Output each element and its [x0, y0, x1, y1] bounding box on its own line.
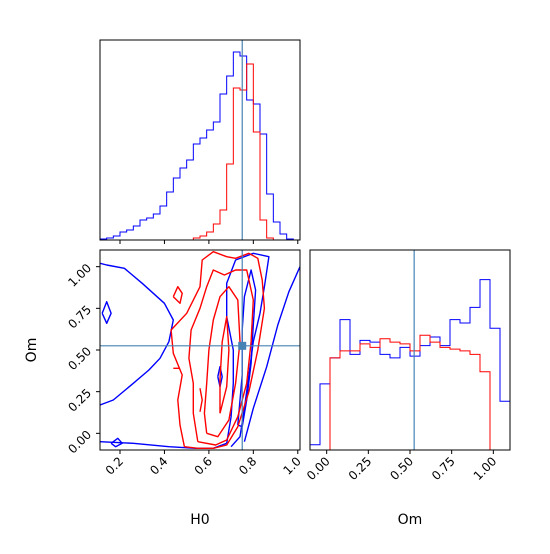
- contour-series-1-level-6: [101, 301, 112, 324]
- contour-y-tick-label-3: 0.50: [65, 344, 94, 373]
- contour-y-tick-label-5: 1.00: [65, 261, 94, 290]
- panel-om-histogram: 0.00 0.25 0.50 0.75 1.00 Om: [304, 249, 511, 528]
- contour-series-1-level-3: [226, 252, 270, 448]
- contour-series-1-level-1: [100, 262, 174, 406]
- contour-y-tick-label-2: 0.25: [65, 386, 94, 415]
- om-hist-x-tick-label-1: 0.00: [304, 454, 333, 483]
- contour-y-tick-label-4: 0.75: [65, 303, 94, 332]
- contour-series-2-level-5: [172, 286, 183, 304]
- om-hist-x-tick-label-2: 0.25: [346, 454, 375, 483]
- contour-series-2-level-3: [203, 286, 241, 438]
- panel-h0-om-contour: 0.2 0.4 0.6 0.8 1.0 0.00 0.25 0.50 0.75 1.00 H0 O…: [24, 249, 304, 528]
- panel-h0-histogram-frame: [99, 39, 301, 241]
- contour-x-tick-label-4: 0.8: [236, 454, 259, 477]
- contour-truth-marker: [238, 341, 247, 350]
- contour-x-tick-label-1: 0.2: [103, 454, 126, 477]
- om-hist-series-2-step: [310, 334, 510, 450]
- h0-hist-series-1-step: [100, 51, 300, 240]
- y-axis-label-om: Om: [24, 338, 40, 363]
- contour-series-1-level-8: [217, 366, 223, 388]
- contour-y-tick-label-1: 0.00: [65, 428, 94, 457]
- x-axis-label-om: Om: [398, 512, 423, 528]
- contour-series-2-level-1: [170, 251, 266, 449]
- x-axis-label-h0: H0: [190, 512, 209, 528]
- contour-series-1-level-7: [110, 437, 123, 448]
- contour-x-tick-label-5: 1.0: [280, 454, 303, 477]
- contour-series-2-level-4: [219, 316, 230, 414]
- contour-series-2-level-2: [188, 269, 254, 446]
- contour-series-2-level-6: [199, 388, 203, 412]
- om-hist-series-1-step: [310, 279, 510, 450]
- h0-hist-series-2-step: [100, 63, 300, 240]
- contour-x-tick-label-3: 0.6: [192, 454, 215, 477]
- om-hist-x-tick-label-4: 0.75: [429, 454, 458, 483]
- om-hist-x-tick-label-5: 1.00: [471, 454, 500, 483]
- om-hist-x-tick-label-3: 0.50: [387, 454, 416, 483]
- contour-x-tick-label-2: 0.4: [147, 454, 170, 477]
- panel-h0-histogram: [99, 39, 301, 244]
